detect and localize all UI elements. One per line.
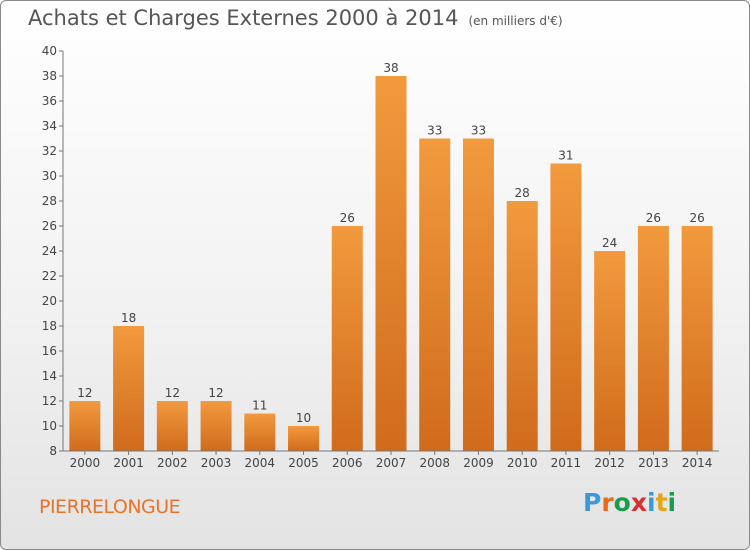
bar: [69, 401, 101, 451]
y-tick-label: 18: [42, 319, 57, 333]
bar: [156, 401, 188, 451]
x-tick-label: 2012: [594, 456, 625, 470]
logo-letter: i: [647, 488, 656, 517]
bar-value-label: 28: [515, 186, 530, 200]
bar: [681, 226, 713, 451]
chart-title: Achats et Charges Externes 2000 à 2014 (e…: [28, 6, 563, 30]
y-tick-label: 28: [42, 194, 57, 208]
y-tick-label: 12: [42, 394, 57, 408]
y-tick-label: 8: [49, 444, 57, 458]
x-tick-label: 2002: [157, 456, 188, 470]
bar: [331, 226, 363, 451]
bar-value-label: 12: [165, 386, 180, 400]
bar-value-label: 24: [602, 236, 617, 250]
bar-value-label: 33: [471, 124, 486, 138]
bar-value-label: 10: [296, 411, 311, 425]
bar: [462, 138, 494, 451]
y-axis: 8 10 12 14 16 18 20 22 24 26 28 30 32 34 36 38 40: [42, 44, 64, 458]
y-tick-label: 38: [42, 69, 57, 83]
location-name: PIERRELONGUE: [39, 496, 181, 518]
bar-value-label: 26: [689, 211, 704, 225]
y-tick-label: 10: [42, 419, 57, 433]
x-tick-label: 2003: [201, 456, 232, 470]
y-tick-label: 32: [42, 144, 57, 158]
x-tick-label: 2006: [332, 456, 363, 470]
bar-value-label: 31: [558, 149, 573, 163]
proxiti-logo: Proxiti: [583, 488, 676, 517]
bar: [637, 226, 669, 451]
logo-letter: P: [583, 488, 602, 517]
bar-value-label: 38: [383, 61, 398, 75]
x-tick-label: 2013: [638, 456, 669, 470]
y-tick-label: 20: [42, 294, 57, 308]
x-tick-label: 2008: [419, 456, 450, 470]
y-tick-label: 36: [42, 94, 57, 108]
bar: [419, 138, 451, 451]
bar-value-label: 26: [340, 211, 355, 225]
bar-value-label: 18: [121, 311, 136, 325]
bar: [200, 401, 232, 451]
x-tick-label: 2014: [682, 456, 713, 470]
bar: [550, 163, 582, 451]
chart-title-unit: (en milliers d'€): [468, 14, 563, 28]
bar-value-label: 33: [427, 124, 442, 138]
x-tick-label: 2004: [245, 456, 276, 470]
logo-letter: x: [630, 488, 647, 517]
y-tick-label: 24: [42, 244, 57, 258]
x-tick-label: 2010: [507, 456, 538, 470]
y-tick-label: 40: [42, 44, 57, 58]
chart-title-text: Achats et Charges Externes 2000 à 2014: [28, 6, 459, 30]
x-tick-label: 2009: [463, 456, 494, 470]
bar: [288, 426, 320, 451]
logo-letter: r: [601, 488, 614, 517]
bar-value-label: 11: [252, 399, 267, 413]
bars: 12 18 12 12 11 10 26 38 33 33 28 31 24 26 26: [69, 61, 713, 451]
bar: [375, 76, 407, 451]
y-tick-label: 16: [42, 344, 57, 358]
x-tick-label: 2000: [70, 456, 101, 470]
bar: [594, 251, 626, 451]
logo-letter: t: [655, 488, 668, 517]
bar-value-label: 12: [77, 386, 92, 400]
x-tick-label: 2001: [113, 456, 144, 470]
x-axis: 2000 2001 2002 2003 2004 2005 2006 2007 2008 2009…: [63, 450, 719, 470]
x-tick-label: 2011: [551, 456, 582, 470]
bar: [506, 201, 538, 451]
bar: [113, 326, 145, 451]
x-tick-label: 2007: [376, 456, 407, 470]
y-tick-label: 14: [42, 369, 57, 383]
y-tick-label: 22: [42, 269, 57, 283]
y-tick-label: 30: [42, 169, 57, 183]
logo-letter: o: [613, 488, 631, 517]
logo-letter: i: [667, 488, 677, 517]
bar-value-label: 26: [646, 211, 661, 225]
y-tick-label: 26: [42, 219, 57, 233]
bar: [244, 413, 276, 451]
x-tick-label: 2005: [288, 456, 319, 470]
bar-value-label: 12: [208, 386, 223, 400]
y-tick-label: 34: [42, 119, 57, 133]
